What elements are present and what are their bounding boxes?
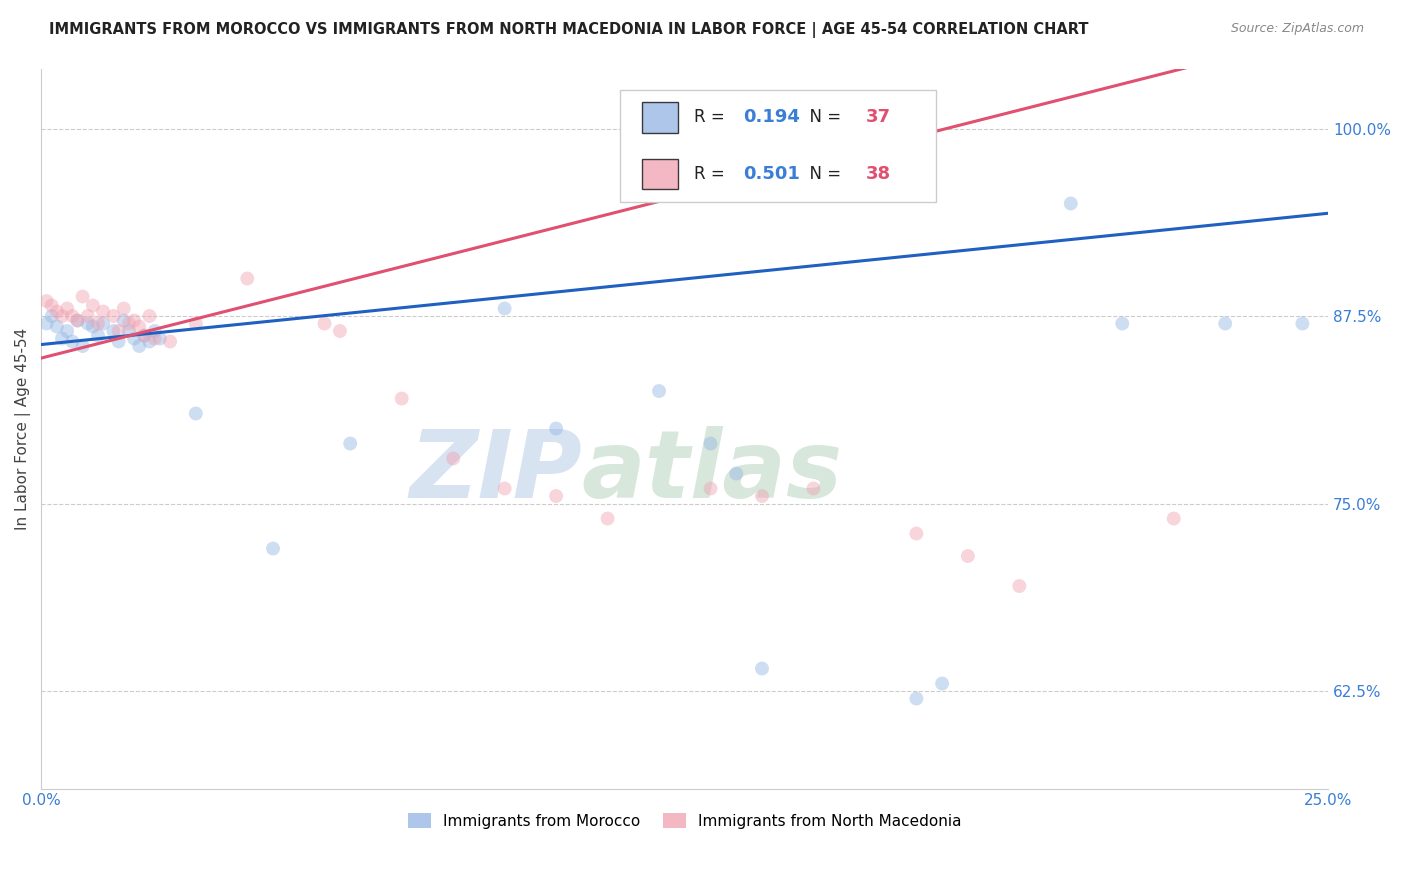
Point: [236, 271, 259, 285]
Point: [41, 299, 63, 313]
Point: [118, 324, 141, 338]
Point: [441, 451, 464, 466]
Point: [931, 676, 953, 690]
Text: 38: 38: [866, 165, 891, 184]
Point: [546, 421, 568, 435]
Point: [138, 334, 160, 349]
Point: [35, 317, 58, 331]
Point: [122, 313, 145, 327]
Point: [103, 324, 125, 338]
Point: [60, 309, 83, 323]
Point: [648, 384, 671, 398]
Point: [1111, 317, 1133, 331]
Point: [546, 489, 568, 503]
Point: [596, 511, 619, 525]
Point: [134, 328, 156, 343]
Point: [184, 317, 207, 331]
Text: atlas: atlas: [582, 425, 844, 517]
Text: Source: ZipAtlas.com: Source: ZipAtlas.com: [1230, 22, 1364, 36]
Y-axis label: In Labor Force | Age 45-54: In Labor Force | Age 45-54: [15, 327, 31, 530]
Point: [184, 407, 207, 421]
Point: [91, 304, 114, 318]
Point: [56, 324, 79, 338]
Point: [66, 313, 89, 327]
FancyBboxPatch shape: [620, 90, 935, 202]
Text: 0.501: 0.501: [742, 165, 800, 184]
Point: [134, 328, 156, 343]
Point: [803, 482, 825, 496]
Point: [35, 293, 58, 308]
Point: [314, 317, 336, 331]
Point: [87, 317, 110, 331]
Point: [45, 319, 67, 334]
Point: [82, 299, 104, 313]
Text: IMMIGRANTS FROM MOROCCO VS IMMIGRANTS FROM NORTH MACEDONIA IN LABOR FORCE | AGE : IMMIGRANTS FROM MOROCCO VS IMMIGRANTS FR…: [49, 22, 1088, 38]
Point: [1008, 579, 1031, 593]
Point: [56, 301, 79, 316]
FancyBboxPatch shape: [643, 103, 678, 133]
Point: [72, 289, 94, 303]
Point: [138, 309, 160, 323]
Text: R =: R =: [693, 165, 730, 184]
Point: [494, 482, 516, 496]
Point: [51, 309, 73, 323]
Point: [1291, 317, 1313, 331]
Point: [149, 332, 172, 346]
Point: [76, 317, 98, 331]
Point: [905, 526, 928, 541]
Point: [45, 304, 67, 318]
Point: [122, 332, 145, 346]
Point: [107, 324, 129, 338]
Point: [699, 482, 721, 496]
Point: [82, 319, 104, 334]
Point: [751, 489, 773, 503]
Point: [1060, 196, 1083, 211]
Point: [51, 332, 73, 346]
Point: [339, 436, 361, 450]
Point: [112, 301, 135, 316]
Point: [751, 661, 773, 675]
Point: [1213, 317, 1236, 331]
Text: N =: N =: [799, 109, 846, 127]
Point: [956, 549, 979, 563]
Point: [1163, 511, 1185, 525]
Point: [72, 339, 94, 353]
Point: [905, 691, 928, 706]
Text: 37: 37: [866, 109, 891, 127]
Point: [60, 334, 83, 349]
Text: R =: R =: [693, 109, 730, 127]
Point: [76, 309, 98, 323]
Point: [107, 334, 129, 349]
Point: [494, 301, 516, 316]
Text: N =: N =: [799, 165, 846, 184]
Legend: Immigrants from Morocco, Immigrants from North Macedonia: Immigrants from Morocco, Immigrants from…: [402, 806, 967, 835]
FancyBboxPatch shape: [643, 160, 678, 189]
Point: [91, 317, 114, 331]
Point: [128, 319, 150, 334]
Point: [41, 309, 63, 323]
Point: [87, 328, 110, 343]
Point: [725, 467, 748, 481]
Point: [128, 339, 150, 353]
Point: [159, 334, 181, 349]
Text: ZIP: ZIP: [409, 425, 582, 517]
Point: [103, 309, 125, 323]
Point: [118, 317, 141, 331]
Point: [699, 436, 721, 450]
Point: [112, 313, 135, 327]
Point: [329, 324, 352, 338]
Point: [66, 313, 89, 327]
Point: [143, 324, 166, 338]
Text: 0.194: 0.194: [742, 109, 800, 127]
Point: [391, 392, 413, 406]
Point: [143, 332, 166, 346]
Point: [262, 541, 284, 556]
